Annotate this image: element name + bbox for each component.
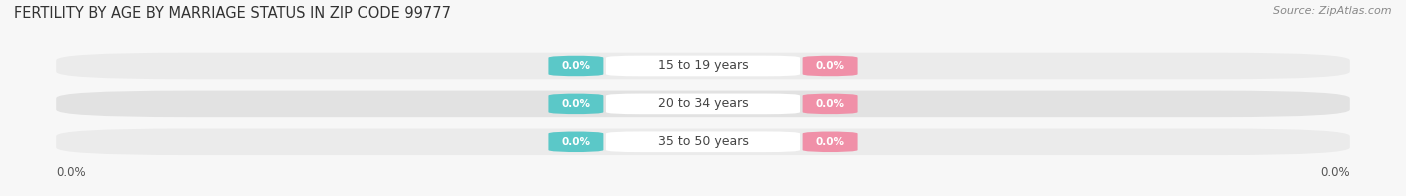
Text: 0.0%: 0.0% bbox=[815, 61, 845, 71]
FancyBboxPatch shape bbox=[803, 93, 858, 114]
Text: 20 to 34 years: 20 to 34 years bbox=[658, 97, 748, 110]
FancyBboxPatch shape bbox=[548, 93, 603, 114]
FancyBboxPatch shape bbox=[803, 56, 858, 76]
Text: 0.0%: 0.0% bbox=[561, 99, 591, 109]
Text: 0.0%: 0.0% bbox=[1320, 166, 1350, 179]
Text: FERTILITY BY AGE BY MARRIAGE STATUS IN ZIP CODE 99777: FERTILITY BY AGE BY MARRIAGE STATUS IN Z… bbox=[14, 6, 451, 21]
Text: 0.0%: 0.0% bbox=[815, 137, 845, 147]
FancyBboxPatch shape bbox=[606, 93, 800, 114]
FancyBboxPatch shape bbox=[606, 132, 800, 152]
FancyBboxPatch shape bbox=[548, 132, 603, 152]
Text: 0.0%: 0.0% bbox=[561, 61, 591, 71]
FancyBboxPatch shape bbox=[56, 129, 1350, 155]
Text: Source: ZipAtlas.com: Source: ZipAtlas.com bbox=[1274, 6, 1392, 16]
Text: 15 to 19 years: 15 to 19 years bbox=[658, 60, 748, 73]
FancyBboxPatch shape bbox=[56, 91, 1350, 117]
FancyBboxPatch shape bbox=[56, 53, 1350, 79]
Text: 0.0%: 0.0% bbox=[815, 99, 845, 109]
FancyBboxPatch shape bbox=[548, 56, 603, 76]
Text: 0.0%: 0.0% bbox=[561, 137, 591, 147]
Text: 35 to 50 years: 35 to 50 years bbox=[658, 135, 748, 148]
Text: 0.0%: 0.0% bbox=[56, 166, 86, 179]
FancyBboxPatch shape bbox=[803, 132, 858, 152]
FancyBboxPatch shape bbox=[606, 56, 800, 76]
